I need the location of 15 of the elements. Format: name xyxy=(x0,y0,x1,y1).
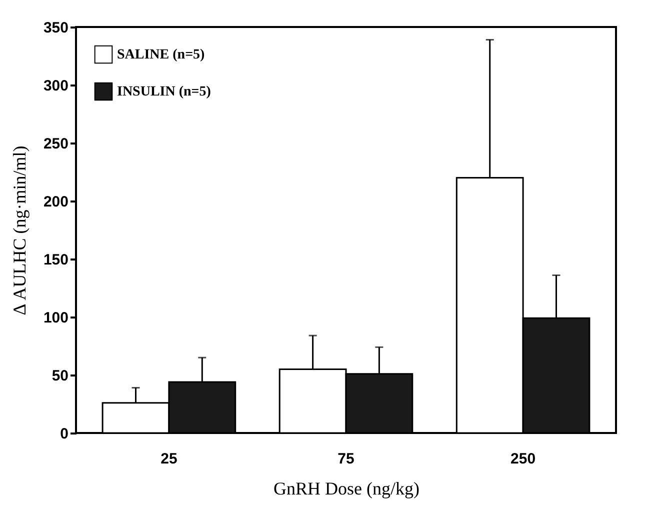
y-tick-label: 250 xyxy=(43,136,68,152)
y-tick-label: 50 xyxy=(52,368,68,384)
y-tick-label: 150 xyxy=(43,252,68,268)
y-tick-label: 200 xyxy=(43,194,68,210)
x-axis-title: GnRH Dose (ng/kg) xyxy=(274,478,420,498)
legend-label: INSULIN (n=5) xyxy=(117,84,212,100)
x-tick-label: 250 xyxy=(510,450,536,468)
x-tick-label: 25 xyxy=(160,450,178,468)
y-tick-label: 350 xyxy=(43,20,68,36)
y-tick-label: 300 xyxy=(43,78,68,94)
x-tick-label: 75 xyxy=(338,450,354,468)
y-tick-label: 100 xyxy=(43,310,68,326)
legend-label: SALINE (n=5) xyxy=(117,48,206,62)
y-axis-title: Δ AULHC (ng·min/ml) xyxy=(9,146,30,316)
y-tick-label: 0 xyxy=(60,426,68,442)
